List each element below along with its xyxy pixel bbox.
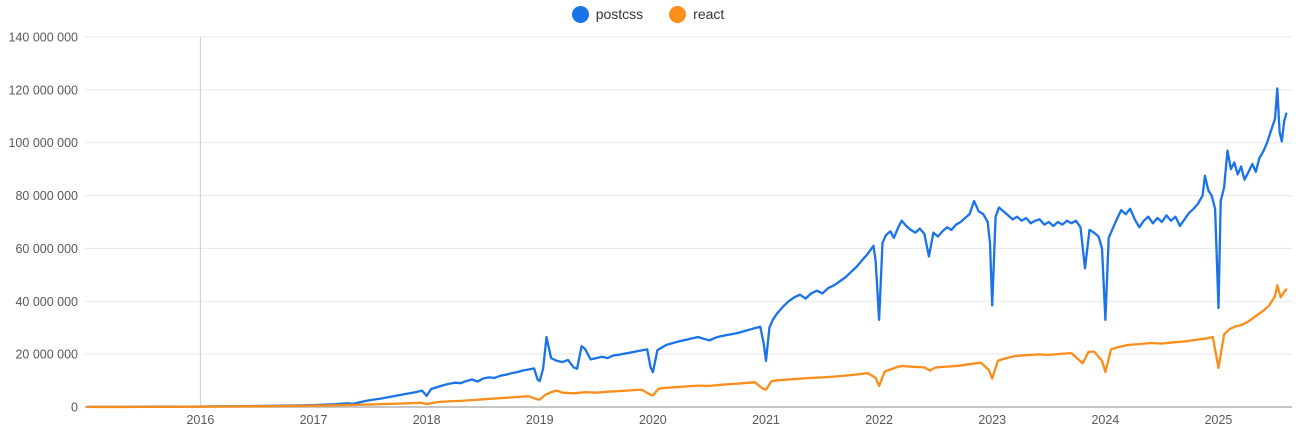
- legend-item-postcss[interactable]: postcss: [571, 6, 644, 23]
- legend-label-react: react: [693, 6, 725, 22]
- x-tick-label: 2023: [978, 413, 1006, 427]
- x-tick-label: 2021: [752, 413, 780, 427]
- legend-item-react[interactable]: react: [669, 6, 724, 23]
- x-tick-label: 2017: [300, 413, 328, 427]
- y-tick-label: 60 000 000: [15, 242, 78, 256]
- series-line-postcss[interactable]: [86, 87, 1288, 409]
- y-tick-label: 140 000 000: [8, 31, 78, 45]
- legend-dot-postcss-icon: [571, 6, 589, 23]
- series-line-react[interactable]: [86, 284, 1288, 409]
- y-tick-label: 20 000 000: [15, 348, 78, 362]
- x-tick-label: 2025: [1205, 413, 1233, 427]
- y-tick-label: 40 000 000: [15, 295, 78, 309]
- y-tick-label: 120 000 000: [8, 83, 78, 97]
- legend-label-postcss: postcss: [595, 6, 644, 22]
- y-tick-label: 0: [71, 401, 78, 415]
- legend-dot-react-icon: [669, 6, 687, 23]
- x-tick-label: 2024: [1091, 413, 1119, 427]
- chart-legend: postcss react: [0, 6, 1296, 23]
- x-tick-label: 2016: [186, 413, 214, 427]
- x-tick-label: 2020: [639, 413, 667, 427]
- x-tick-label: 2022: [865, 413, 893, 427]
- x-tick-label: 2019: [526, 413, 554, 427]
- y-tick-label: 80 000 000: [15, 189, 78, 203]
- x-tick-label: 2018: [413, 413, 441, 427]
- y-tick-label: 100 000 000: [8, 136, 78, 150]
